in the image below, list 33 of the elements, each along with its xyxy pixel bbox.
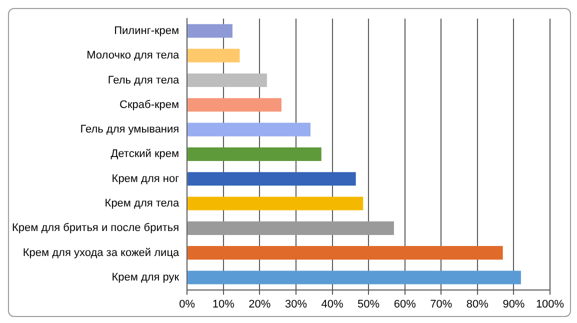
- bar: [188, 98, 282, 112]
- y-tick-label: Крем для тела: [104, 198, 180, 210]
- x-tick-label: 10%: [212, 298, 235, 310]
- y-tick-label: Крем для бритья и после бритья: [12, 222, 180, 234]
- x-tick-label: 30%: [284, 298, 308, 310]
- y-tick-label: Молочко для тела: [86, 50, 180, 62]
- y-tick-label: Скраб-крем: [120, 98, 180, 111]
- bar: [188, 73, 267, 88]
- x-tick-label: 0%: [179, 298, 196, 310]
- x-tick-label: 90%: [502, 298, 525, 310]
- bar: [188, 221, 394, 235]
- x-tick-label: 100%: [536, 298, 564, 310]
- x-tick-label: 40%: [321, 298, 344, 310]
- bar: [188, 246, 503, 260]
- y-tick-label: Пилинг-крем: [114, 24, 180, 37]
- bar: [188, 147, 322, 161]
- y-tick-label: Крем для ухода за кожей лица: [22, 246, 180, 259]
- y-tick-label: Гель для тела: [108, 74, 180, 86]
- bar: [188, 196, 364, 210]
- x-tick-label: 70%: [430, 298, 452, 310]
- bar: [188, 122, 310, 136]
- bar: [188, 24, 232, 38]
- y-tick-label: Детский крем: [110, 148, 180, 160]
- bar: [188, 270, 521, 284]
- bar: [188, 48, 240, 62]
- x-tick-label: 80%: [466, 298, 489, 310]
- y-tick-label: Крем для ног: [112, 172, 180, 185]
- bar: [188, 172, 356, 186]
- x-tick-label: 20%: [248, 298, 271, 310]
- y-tick-label: Крем для рук: [112, 272, 180, 284]
- x-tick-label: 50%: [358, 298, 380, 310]
- y-tick-label: Гель для умывания: [80, 124, 180, 136]
- x-tick-label: 60%: [394, 298, 416, 310]
